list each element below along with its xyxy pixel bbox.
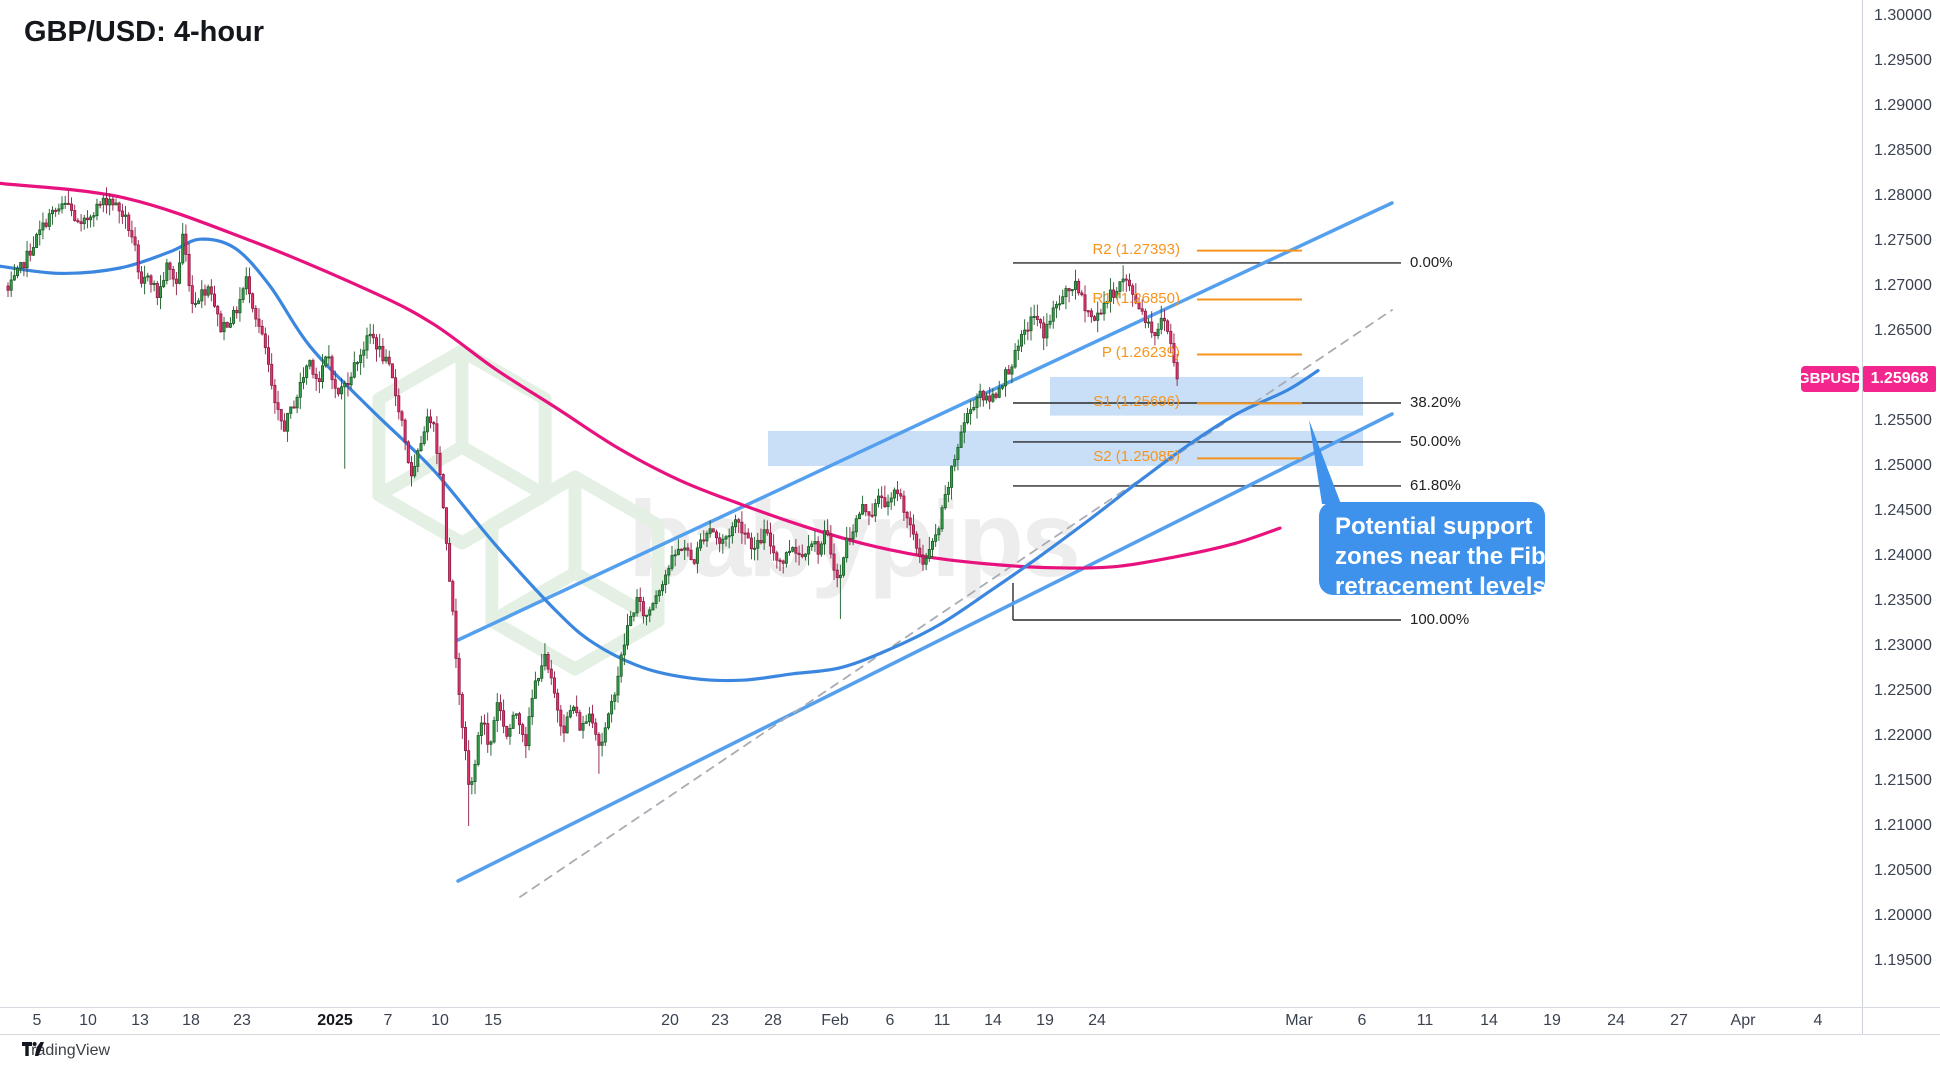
time-axis-label[interactable]: 24	[1607, 1012, 1625, 1029]
candlestick-series	[6, 187, 1179, 826]
price-axis-label[interactable]: 1.24000	[1874, 547, 1932, 564]
callout-tail	[1309, 420, 1341, 504]
time-axis-label[interactable]: 10	[79, 1012, 97, 1029]
time-axis-label[interactable]: 5	[32, 1012, 42, 1029]
time-axis-label[interactable]: 19	[1543, 1012, 1561, 1029]
last-price-value-badge: 1.25968	[1863, 365, 1936, 392]
last-price-symbol-badge: GBPUSD	[1798, 365, 1862, 392]
time-axis-label[interactable]: 27	[1670, 1012, 1688, 1029]
page-title: GBP/USD: 4-hour	[24, 16, 265, 48]
price-axis-label[interactable]: 1.30000	[1874, 7, 1932, 24]
time-axis-label[interactable]: Mar	[1285, 1012, 1313, 1029]
time-axis-label[interactable]: 11	[1416, 1012, 1434, 1029]
price-axis-label[interactable]: 1.21000	[1874, 817, 1932, 834]
time-axis-label[interactable]: 6	[1357, 1012, 1367, 1029]
pivot-level-label: R1 (1.26850)	[1092, 289, 1180, 307]
price-axis-label[interactable]: 1.20000	[1874, 907, 1932, 924]
time-axis-label[interactable]: 20	[661, 1012, 679, 1029]
fib-level-label: 100.00%	[1410, 610, 1470, 628]
babypips-cube-icon	[458, 441, 549, 501]
time-axis-label[interactable]: 28	[764, 1012, 782, 1029]
fib-level-label: 38.20%	[1410, 394, 1461, 411]
time-axis-label[interactable]: 18	[182, 1012, 200, 1029]
callout-line: Potential support	[1335, 513, 1533, 540]
sma-pink	[0, 181, 1282, 570]
time-axis-label[interactable]: 23	[233, 1012, 251, 1029]
time-axis-label[interactable]: 4	[1813, 1012, 1823, 1029]
time-axis-label[interactable]: 10	[431, 1012, 449, 1029]
price-axis-label[interactable]: 1.26500	[1874, 322, 1932, 339]
price-axis-label[interactable]: 1.23000	[1874, 637, 1932, 654]
callout-annotation[interactable]: Potential support zones near the Fib ret…	[1319, 502, 1546, 600]
time-axis-bottom-border	[0, 1034, 1940, 1035]
price-axis-label[interactable]: 1.25500	[1874, 412, 1932, 429]
time-axis-label[interactable]: 2025	[317, 1012, 353, 1029]
support-zone-382	[1050, 376, 1363, 416]
pivot-level-label: R2 (1.27393)	[1092, 240, 1180, 258]
pivot-level-label: P (1.26239)	[1101, 344, 1180, 362]
price-axis-label[interactable]: 1.29000	[1874, 97, 1932, 114]
time-axis-label[interactable]: 11	[933, 1012, 951, 1029]
callout-line: retracement levels	[1335, 573, 1546, 600]
price-axis-label[interactable]: 1.20500	[1874, 862, 1932, 879]
fib-level-label: 0.00%	[1410, 253, 1453, 271]
price-axis-label[interactable]: 1.27500	[1874, 232, 1932, 249]
time-axis-label[interactable]: 19	[1036, 1012, 1054, 1029]
time-axis-border	[0, 1007, 1940, 1008]
channel-lower	[456, 412, 1394, 883]
price-axis-label[interactable]: 1.23500	[1874, 592, 1932, 609]
time-axis-label[interactable]: Apr	[1730, 1012, 1756, 1029]
price-axis-label[interactable]: 1.28500	[1874, 142, 1932, 159]
price-axis-label[interactable]: 1.28000	[1874, 187, 1932, 204]
channel-upper	[456, 201, 1394, 642]
babypips-cube-icon	[488, 567, 579, 627]
time-axis-label[interactable]: 24	[1088, 1012, 1106, 1029]
price-axis-border	[1862, 0, 1863, 1034]
price-axis-label[interactable]: 1.22500	[1874, 682, 1932, 699]
price-axis-label[interactable]: 1.22000	[1874, 727, 1932, 744]
price-axis-label[interactable]: 1.27000	[1874, 277, 1932, 294]
time-axis-label[interactable]: Feb	[821, 1012, 849, 1029]
tradingview-logo-icon	[22, 1042, 44, 1056]
price-axis-label[interactable]: 1.25000	[1874, 457, 1932, 474]
time-axis-label[interactable]: 14	[984, 1012, 1002, 1029]
price-axis-label[interactable]: 1.19500	[1874, 952, 1932, 969]
tradingview-attribution[interactable]: TradingView	[22, 1042, 110, 1060]
sma-blue	[0, 237, 1320, 683]
time-axis-label[interactable]: 6	[885, 1012, 895, 1029]
price-axis-label[interactable]: 1.29500	[1874, 52, 1932, 69]
tradingview-label: TradingView	[22, 1042, 111, 1059]
time-axis-label[interactable]: 14	[1480, 1012, 1498, 1029]
time-axis-label[interactable]: 13	[131, 1012, 149, 1029]
trendline-dashed	[519, 309, 1393, 898]
fib-level-label: 61.80%	[1410, 476, 1461, 494]
pivot-level-label: S2 (1.25085)	[1093, 448, 1180, 466]
time-axis-label[interactable]: 23	[711, 1012, 729, 1029]
time-axis-label[interactable]: 15	[484, 1012, 502, 1029]
price-axis-label[interactable]: 1.24500	[1874, 502, 1932, 519]
callout-line: zones near the Fib	[1335, 543, 1546, 570]
price-axis-label[interactable]: 1.21500	[1874, 772, 1932, 789]
pivot-level-label: S1 (1.25696)	[1093, 393, 1180, 411]
time-axis-label[interactable]: 7	[383, 1012, 393, 1029]
babypips-cube-icon	[375, 441, 466, 501]
fib-level-label: 50.00%	[1410, 432, 1461, 450]
